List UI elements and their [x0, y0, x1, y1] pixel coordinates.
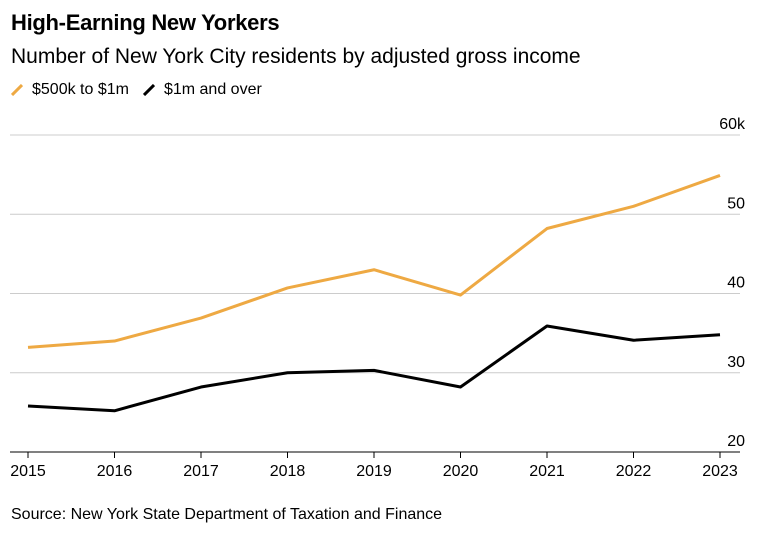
legend-item-1m-over: $1m and over — [142, 81, 262, 99]
chart-subtitle: Number of New York City residents by adj… — [11, 45, 581, 68]
y-tick-label: 40 — [727, 275, 745, 292]
x-tick-label: 2023 — [702, 463, 738, 480]
x-tick-label: 2018 — [270, 463, 306, 480]
x-tick-label: 2021 — [529, 463, 565, 480]
legend: $500k to $1m $1m and over — [11, 81, 276, 99]
y-tick-label: 60k — [719, 116, 746, 133]
legend-label: $500k to $1m — [32, 81, 129, 98]
chart-title: High-Earning New Yorkers — [11, 10, 280, 35]
series-line-500k-1m — [27, 174, 721, 349]
legend-item-500k-1m: $500k to $1m — [11, 81, 129, 99]
x-tick-label: 2019 — [356, 463, 392, 480]
x-tick-label: 2016 — [97, 463, 133, 480]
x-tick-label: 2020 — [443, 463, 479, 480]
y-tick-label: 30 — [727, 354, 745, 371]
legend-swatch-black — [142, 84, 155, 96]
x-tick-label: 2015 — [10, 463, 46, 480]
legend-label: $1m and over — [163, 81, 262, 98]
source-note: Source: New York State Department of Tax… — [11, 506, 443, 523]
series-line-1m-over — [27, 324, 721, 413]
y-tick-label: 50 — [727, 195, 745, 212]
x-tick-label: 2022 — [616, 463, 652, 480]
x-tick-label: 2017 — [183, 463, 219, 480]
y-tick-label: 20 — [727, 433, 745, 450]
legend-swatch-orange — [11, 84, 23, 96]
